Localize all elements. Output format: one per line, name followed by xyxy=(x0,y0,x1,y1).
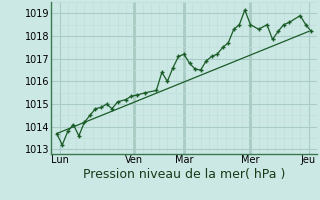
X-axis label: Pression niveau de la mer( hPa ): Pression niveau de la mer( hPa ) xyxy=(83,168,285,181)
